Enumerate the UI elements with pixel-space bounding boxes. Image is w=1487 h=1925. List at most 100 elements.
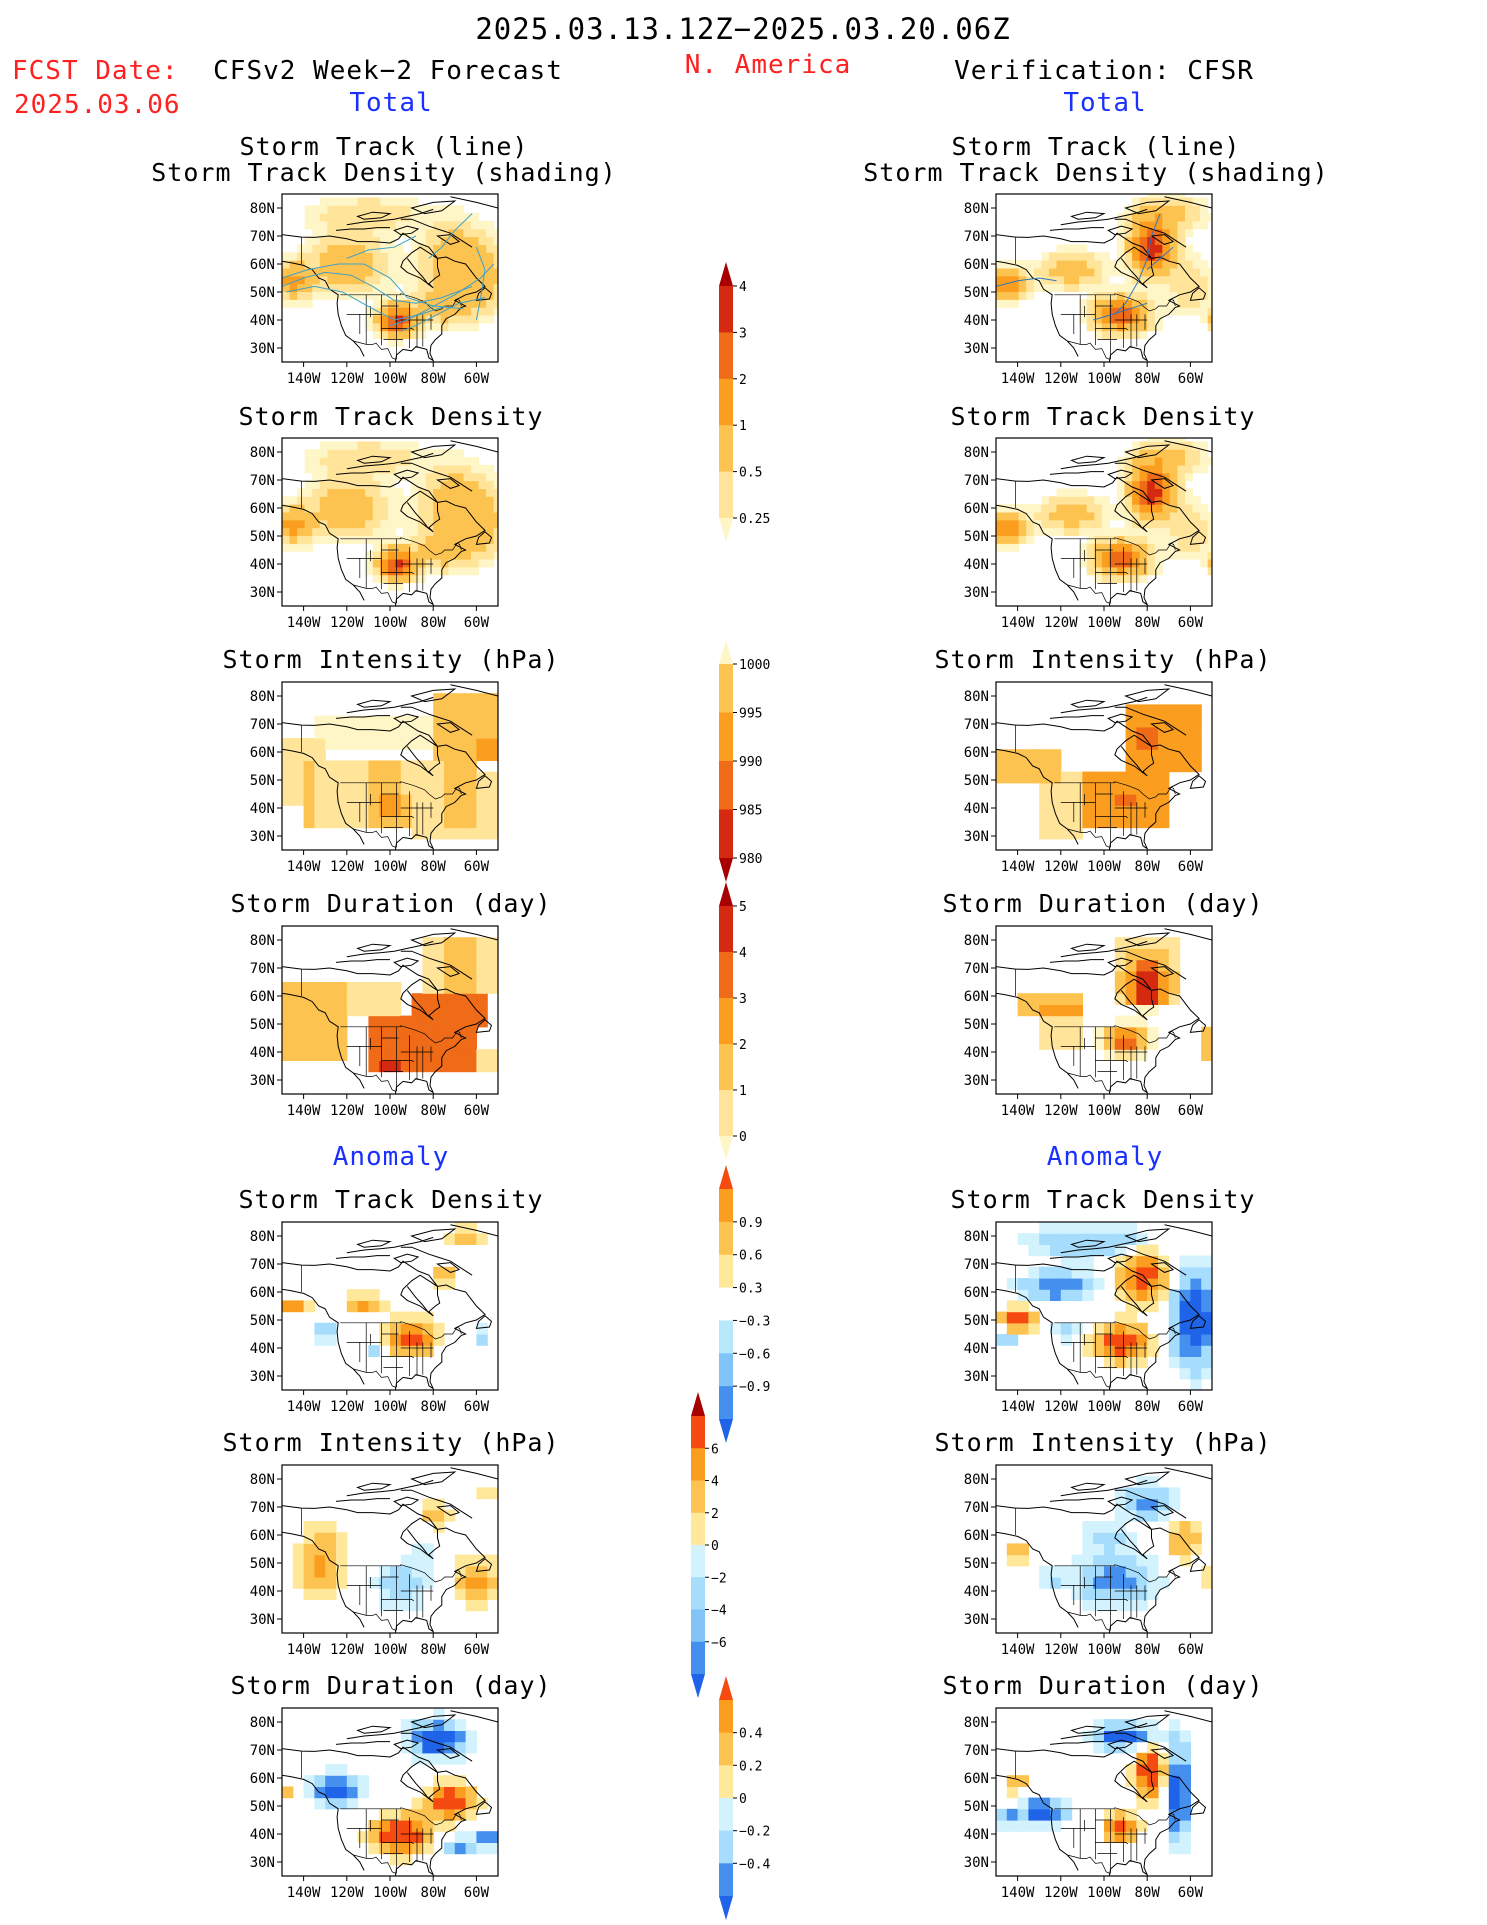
lat-tick-label: 40N	[964, 1045, 989, 1061]
fcst-date-label: FCST Date:	[12, 56, 179, 86]
map-panel-anom-intensity-verification: 80N 70N 60N 50N 40N 30N 140W 120W 100W 80W 60W	[964, 1464, 1213, 1658]
region-title: N. America	[684, 50, 852, 80]
lat-tick-label: 40N	[250, 313, 275, 329]
lon-tick-label: 80W	[1135, 371, 1161, 387]
colorbar-swatch	[719, 1700, 733, 1734]
map-panel-intensity-verification: 80N 70N 60N 50N 40N 30N 140W 120W 100W 80W 60W	[964, 681, 1213, 875]
lon-tick-label: 140W	[287, 371, 321, 387]
colorbar-label: 1000	[739, 658, 770, 673]
lon-tick-label: 60W	[464, 1103, 490, 1119]
lon-tick-label: 140W	[287, 615, 321, 631]
colorbar-swatch	[719, 809, 733, 859]
map-panel-anom-duration-verification: 80N 70N 60N 50N 40N 30N 140W 120W 100W 80W 60W	[964, 1707, 1213, 1901]
lon-tick-label: 120W	[330, 859, 364, 875]
colorbar-swatch	[719, 471, 733, 519]
colorbar-swatch	[691, 1480, 705, 1514]
colorbar-swatch	[719, 1798, 733, 1832]
lon-tick-label: 80W	[421, 1885, 447, 1901]
title-intensity-right: Storm Intensity (hPa)	[934, 645, 1272, 674]
colorbar-label: −6	[711, 1636, 727, 1651]
lat-tick-label: 60N	[964, 501, 989, 517]
shading-field	[1017, 937, 1212, 1061]
title-track-shading-right: Storm Track Density (shading)	[863, 158, 1329, 187]
lon-tick-label: 60W	[1178, 1103, 1204, 1119]
lat-tick-label: 80N	[250, 201, 275, 217]
colorbar-label: 3	[739, 992, 747, 1007]
lat-tick-label: 80N	[964, 689, 989, 705]
lat-tick-label: 30N	[250, 341, 275, 357]
lon-tick-label: 60W	[1178, 615, 1204, 631]
colorbar-bottom-arrow	[719, 1136, 733, 1160]
lon-tick-label: 60W	[1178, 371, 1204, 387]
lat-tick-label: 30N	[964, 1369, 989, 1385]
lat-tick-label: 60N	[964, 257, 989, 273]
lat-tick-label: 80N	[964, 445, 989, 461]
map-panel-track-forecast: 80N 70N 60N 50N 40N 30N 140W 120W 100W 80W 60W	[250, 193, 499, 387]
colorbar-top-arrow	[719, 1165, 733, 1189]
colorbar-label: 0.3	[739, 1282, 762, 1297]
colorbar-swatch	[719, 1863, 733, 1897]
colorbar-swatch	[719, 664, 733, 713]
lon-tick-label: 60W	[464, 615, 490, 631]
lon-tick-label: 120W	[330, 1642, 364, 1658]
colorbar-swatch	[719, 1189, 733, 1223]
lat-tick-label: 30N	[964, 1612, 989, 1628]
colorbar-label: 3	[739, 326, 747, 341]
colorbar-top-arrow	[719, 640, 733, 664]
lon-tick-label: 120W	[1044, 1399, 1078, 1415]
lon-tick-label: 100W	[373, 1642, 407, 1658]
colorbar-swatch	[691, 1545, 705, 1578]
colorbar-swatch	[719, 425, 733, 473]
colorbar-label: 0.25	[739, 512, 770, 527]
lon-tick-label: 80W	[421, 615, 447, 631]
lat-tick-label: 50N	[964, 1799, 989, 1815]
lat-tick-label: 70N	[250, 1257, 275, 1273]
colorbar-label: 2	[711, 1507, 719, 1522]
title-anom-duration-right: Storm Duration (day)	[942, 1671, 1264, 1700]
colorbar-swatch	[719, 1765, 733, 1799]
colorbar-label: −0.6	[739, 1347, 770, 1362]
lat-tick-label: 70N	[964, 1500, 989, 1516]
lat-tick-label: 30N	[250, 1073, 275, 1089]
colorbar-bottom-arrow	[719, 518, 733, 542]
colorbar-label: 1	[739, 419, 747, 434]
lon-tick-label: 100W	[373, 1399, 407, 1415]
colorbar-duration-anomaly: 0.4 0.2 0 −0.2 −0.4	[719, 1676, 770, 1920]
colorbar-top-arrow	[691, 1392, 705, 1416]
title-intensity-left: Storm Intensity (hPa)	[222, 645, 560, 674]
lat-tick-label: 30N	[250, 585, 275, 601]
lat-tick-label: 70N	[964, 229, 989, 245]
lat-tick-label: 40N	[250, 1045, 275, 1061]
lat-tick-label: 30N	[964, 829, 989, 845]
lon-tick-label: 100W	[1087, 1399, 1121, 1415]
colorbar-label: −0.9	[739, 1380, 770, 1395]
colorbar-swatch	[719, 1353, 733, 1387]
lat-tick-label: 80N	[250, 445, 275, 461]
lon-tick-label: 60W	[464, 371, 490, 387]
lat-tick-label: 60N	[250, 989, 275, 1005]
colorbar-label: 4	[711, 1475, 719, 1490]
shading-field	[282, 937, 498, 1073]
lon-tick-label: 120W	[330, 1399, 364, 1415]
lat-tick-label: 50N	[964, 285, 989, 301]
lon-tick-label: 60W	[464, 1885, 490, 1901]
lat-tick-label: 60N	[964, 745, 989, 761]
lon-tick-label: 80W	[1135, 859, 1161, 875]
colorbar-swatch	[691, 1577, 705, 1610]
lat-tick-label: 40N	[964, 1827, 989, 1843]
lon-tick-label: 60W	[464, 1642, 490, 1658]
left-column-title: CFSv2 Week−2 Forecast	[213, 56, 563, 86]
lon-tick-label: 60W	[1178, 1642, 1204, 1658]
lat-tick-label: 80N	[964, 201, 989, 217]
lat-tick-label: 40N	[964, 1341, 989, 1357]
lat-tick-label: 50N	[250, 1799, 275, 1815]
colorbar-swatch	[719, 1090, 733, 1137]
lat-tick-label: 80N	[250, 933, 275, 949]
colorbar-swatch	[691, 1512, 705, 1546]
lon-tick-label: 80W	[1135, 1103, 1161, 1119]
fcst-date-value: 2025.03.06	[14, 90, 181, 120]
map-panel-anom-duration-forecast: 80N 70N 60N 50N 40N 30N 140W 120W 100W 80W 60W	[250, 1707, 499, 1901]
title-track-shading-left: Storm Track Density (shading)	[151, 158, 617, 187]
lat-tick-label: 30N	[250, 1855, 275, 1871]
lat-tick-label: 30N	[964, 585, 989, 601]
